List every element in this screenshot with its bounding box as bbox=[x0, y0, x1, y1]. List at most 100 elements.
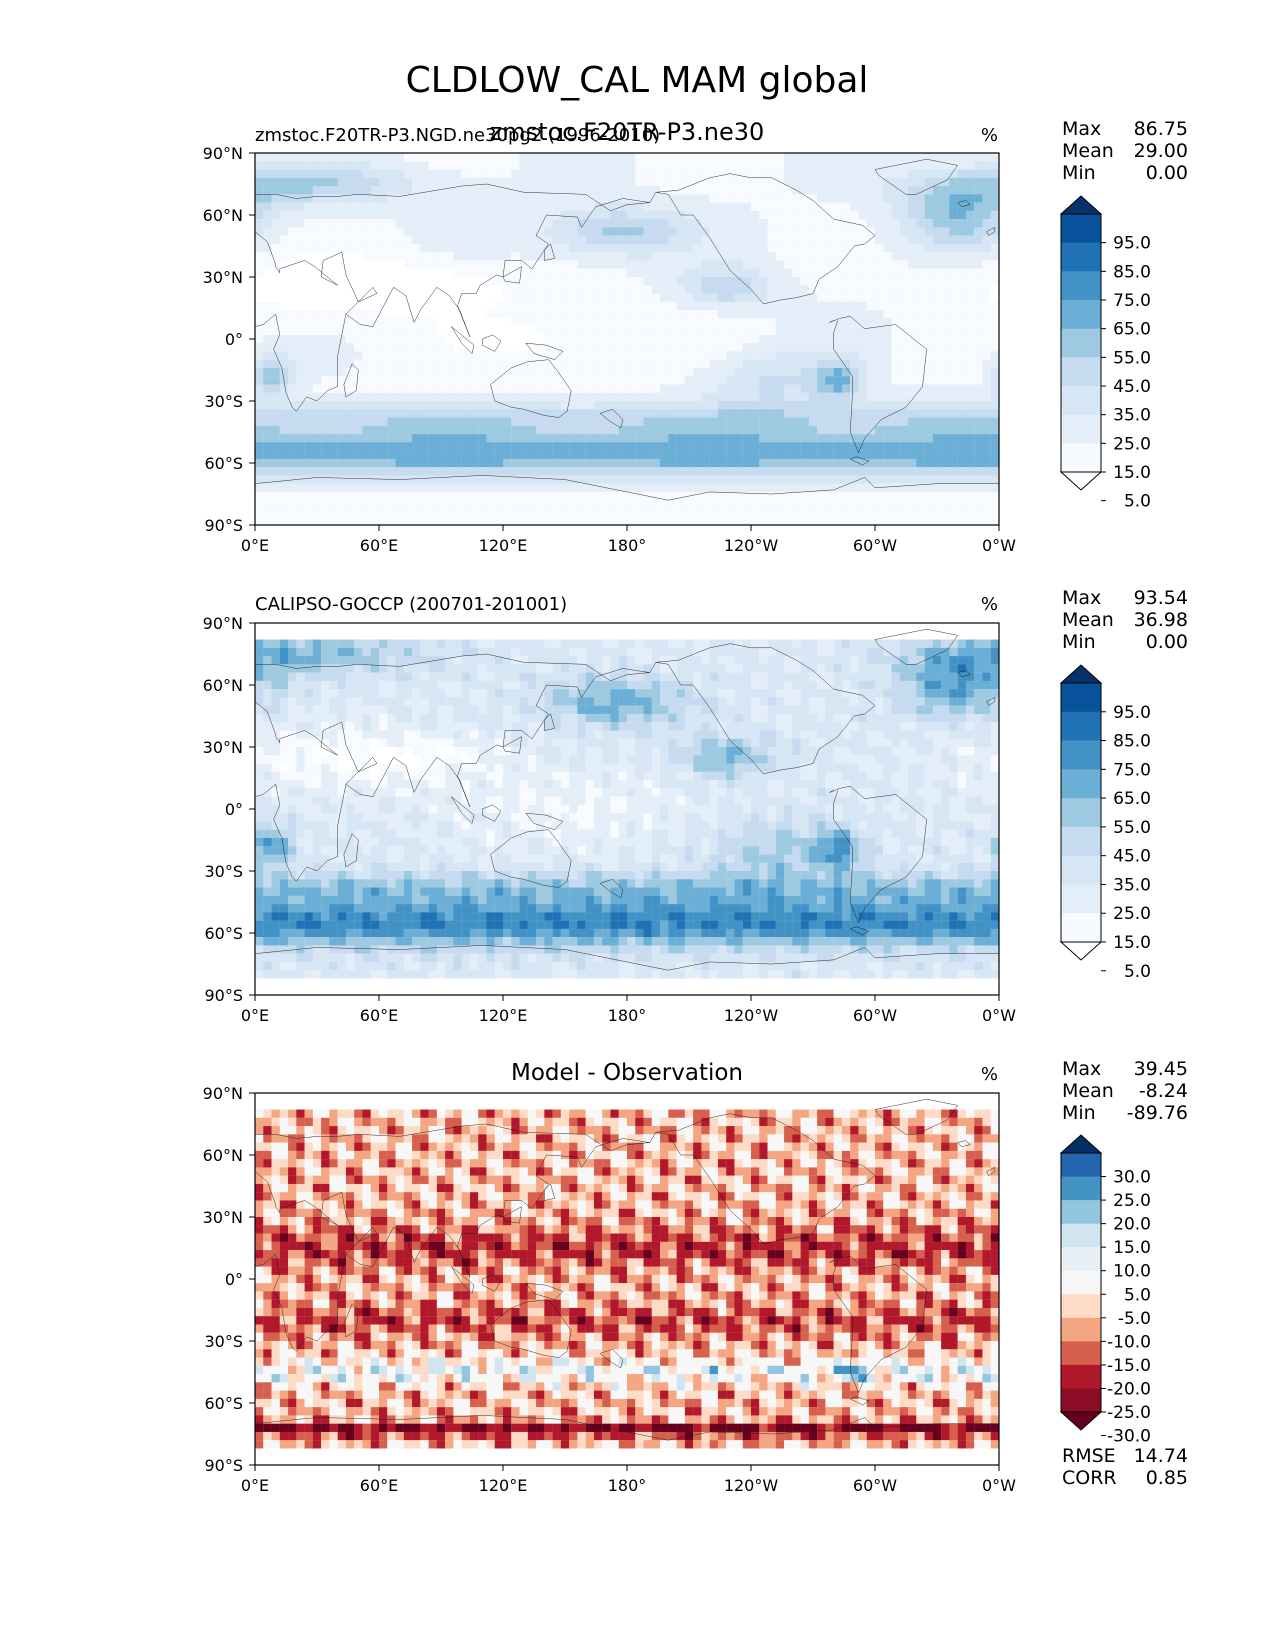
grid-cell bbox=[395, 252, 404, 261]
grid-cell bbox=[784, 656, 793, 665]
grid-cell bbox=[279, 417, 289, 426]
grid-cell bbox=[759, 202, 768, 211]
grid-cell bbox=[379, 285, 388, 294]
grid-cell bbox=[279, 210, 289, 220]
grid-cell bbox=[808, 631, 818, 640]
grid-cell bbox=[701, 219, 710, 228]
grid-cell bbox=[544, 647, 553, 657]
grid-cell bbox=[486, 639, 495, 648]
grid-cell bbox=[461, 458, 471, 468]
grid-cell bbox=[412, 516, 421, 525]
grid-cell bbox=[817, 639, 826, 648]
grid-cell bbox=[486, 500, 495, 509]
grid-cell bbox=[577, 434, 586, 443]
grid-cell bbox=[660, 376, 669, 385]
grid-cell bbox=[726, 318, 735, 327]
grid-cell bbox=[412, 227, 421, 236]
grid-cell bbox=[908, 689, 917, 698]
grid-cell bbox=[949, 401, 958, 410]
grid-cell bbox=[593, 202, 603, 211]
grid-cell bbox=[941, 153, 950, 162]
grid-cell bbox=[527, 351, 537, 360]
grid-cell bbox=[643, 425, 652, 435]
grid-cell bbox=[866, 434, 876, 443]
grid-cell bbox=[436, 318, 446, 327]
grid-cell bbox=[279, 409, 289, 418]
grid-cell bbox=[486, 318, 495, 327]
grid-cell bbox=[643, 343, 652, 352]
grid-cell bbox=[941, 227, 950, 236]
grid-cell bbox=[536, 367, 545, 377]
grid-cell bbox=[866, 194, 876, 203]
grid-cell bbox=[751, 343, 760, 352]
grid-cell bbox=[494, 475, 504, 484]
grid-cell bbox=[916, 169, 925, 178]
grid-cell bbox=[494, 367, 504, 377]
grid-cell bbox=[255, 293, 264, 302]
grid-cell bbox=[536, 434, 545, 443]
grid-cell bbox=[858, 442, 867, 451]
grid-cell bbox=[891, 689, 900, 698]
grid-cell bbox=[875, 680, 884, 690]
grid-cell bbox=[841, 384, 851, 393]
grid-cell bbox=[403, 359, 413, 369]
grid-cell bbox=[932, 467, 942, 476]
grid-cell bbox=[908, 458, 917, 468]
grid-cell bbox=[866, 516, 876, 525]
grid-cell bbox=[883, 450, 892, 459]
grid-cell bbox=[651, 310, 661, 319]
grid-cell bbox=[965, 219, 975, 228]
grid-cell bbox=[494, 334, 504, 344]
grid-cell bbox=[527, 409, 537, 418]
grid-cell bbox=[817, 664, 826, 673]
grid-cell bbox=[982, 293, 991, 302]
grid-cell bbox=[569, 194, 578, 203]
grid-cell bbox=[651, 153, 661, 162]
grid-cell bbox=[908, 664, 917, 673]
grid-cell bbox=[527, 367, 537, 377]
grid-cell bbox=[817, 153, 826, 162]
grid-cell bbox=[453, 277, 462, 286]
grid-cell bbox=[651, 252, 661, 261]
grid-cell bbox=[742, 351, 752, 360]
grid-cell bbox=[949, 359, 958, 369]
grid-cell bbox=[693, 161, 702, 170]
grid-cell bbox=[428, 475, 437, 484]
grid-cell bbox=[668, 508, 677, 517]
grid-cell bbox=[304, 376, 313, 385]
grid-cell bbox=[345, 334, 355, 344]
grid-cell bbox=[345, 500, 355, 509]
grid-cell bbox=[403, 491, 413, 501]
grid-cell bbox=[585, 467, 595, 476]
grid-cell bbox=[379, 450, 388, 459]
grid-cell bbox=[345, 186, 355, 195]
grid-cell bbox=[726, 310, 735, 319]
grid-cell bbox=[288, 252, 297, 261]
grid-cell bbox=[453, 680, 462, 690]
grid-cell bbox=[610, 227, 619, 236]
grid-cell bbox=[635, 483, 644, 493]
grid-cell bbox=[643, 293, 652, 302]
grid-cell bbox=[478, 186, 487, 195]
grid-cell bbox=[370, 367, 380, 377]
grid-cell bbox=[932, 252, 942, 261]
grid-cell bbox=[486, 210, 495, 220]
grid-cell bbox=[511, 475, 520, 484]
grid-cell bbox=[965, 483, 975, 493]
grid-cell bbox=[800, 161, 809, 170]
grid-cell bbox=[618, 434, 628, 443]
grid-cell bbox=[825, 301, 834, 311]
grid-cell bbox=[701, 384, 710, 393]
grid-cell bbox=[461, 326, 471, 335]
grid-cell bbox=[354, 177, 363, 187]
grid-cell bbox=[602, 450, 611, 459]
grid-cell bbox=[610, 301, 619, 311]
grid-cell bbox=[354, 458, 363, 468]
grid-cell bbox=[445, 210, 454, 220]
grid-cell bbox=[329, 243, 338, 253]
grid-cell bbox=[527, 277, 537, 286]
grid-cell bbox=[825, 359, 834, 369]
grid-cell bbox=[370, 285, 380, 294]
grid-cell bbox=[792, 623, 801, 632]
grid-cell bbox=[329, 293, 338, 302]
